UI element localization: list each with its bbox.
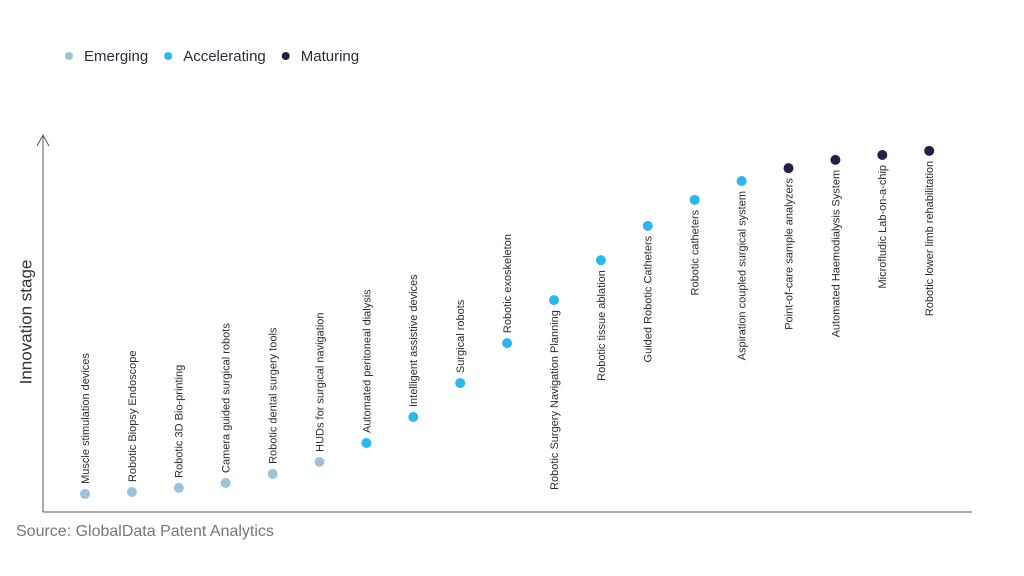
point bbox=[408, 411, 419, 422]
legend-label: Maturing bbox=[301, 48, 359, 65]
point bbox=[361, 438, 372, 449]
category-label: Intelligent assistive devices bbox=[408, 274, 420, 407]
point bbox=[924, 145, 935, 156]
point bbox=[783, 163, 794, 174]
point bbox=[314, 456, 325, 467]
point bbox=[736, 175, 747, 186]
legend-marker bbox=[281, 52, 290, 60]
category-label: Robotic Biopsy Endoscope bbox=[127, 351, 139, 482]
category-label: Automated Haemodialysis System bbox=[830, 170, 842, 338]
point bbox=[455, 378, 466, 389]
category-label: HUDs for surgical navigation bbox=[314, 312, 326, 451]
category-label: Automated peritoneal dialysis bbox=[361, 289, 373, 433]
category-label: Robotic catheters bbox=[690, 209, 702, 295]
point bbox=[689, 194, 700, 205]
legend-marker bbox=[164, 52, 173, 60]
category-label: Robotic lower limb rehabilitation bbox=[924, 161, 936, 316]
point bbox=[830, 154, 841, 165]
point bbox=[595, 255, 606, 266]
legend-marker bbox=[65, 52, 73, 60]
category-label: Microfludic Lab-on-a-chip bbox=[877, 165, 889, 289]
category-label: Robotic tissue ablation bbox=[596, 270, 608, 381]
point bbox=[80, 488, 90, 499]
point bbox=[877, 149, 888, 160]
category-label: Robotic 3D Bio-printing bbox=[174, 365, 186, 478]
category-label: Camera guided surgical robots bbox=[221, 323, 233, 473]
legend-label: Emerging bbox=[84, 48, 148, 65]
category-label: Robotic exoskeleton bbox=[502, 234, 514, 333]
point bbox=[502, 338, 513, 349]
category-label: Aspiration coupled surgical system bbox=[737, 191, 749, 360]
legend: Emerging Accelerating Maturing bbox=[65, 48, 359, 65]
point bbox=[267, 468, 278, 479]
legend-label: Accelerating bbox=[183, 48, 266, 65]
category-label: Point-of-care sample analyzers bbox=[783, 178, 795, 330]
point bbox=[126, 487, 137, 498]
category-label: Muscle stimulation devices bbox=[80, 353, 92, 484]
source: Source: GlobalData Patent Analytics bbox=[16, 523, 274, 540]
category-label: Guided Robotic Catheters bbox=[643, 235, 655, 362]
point bbox=[642, 220, 653, 231]
category-label: Surgical robots bbox=[455, 299, 467, 373]
y-axis-label: Innovation stage bbox=[16, 260, 35, 385]
y-axis-arrow bbox=[36, 133, 50, 147]
point bbox=[173, 482, 184, 493]
point bbox=[549, 295, 559, 306]
category-label: Robotic Surgery Navigation Planning bbox=[549, 310, 561, 490]
category-label: Robotic dental surgery tools bbox=[268, 327, 280, 464]
point bbox=[220, 477, 231, 488]
